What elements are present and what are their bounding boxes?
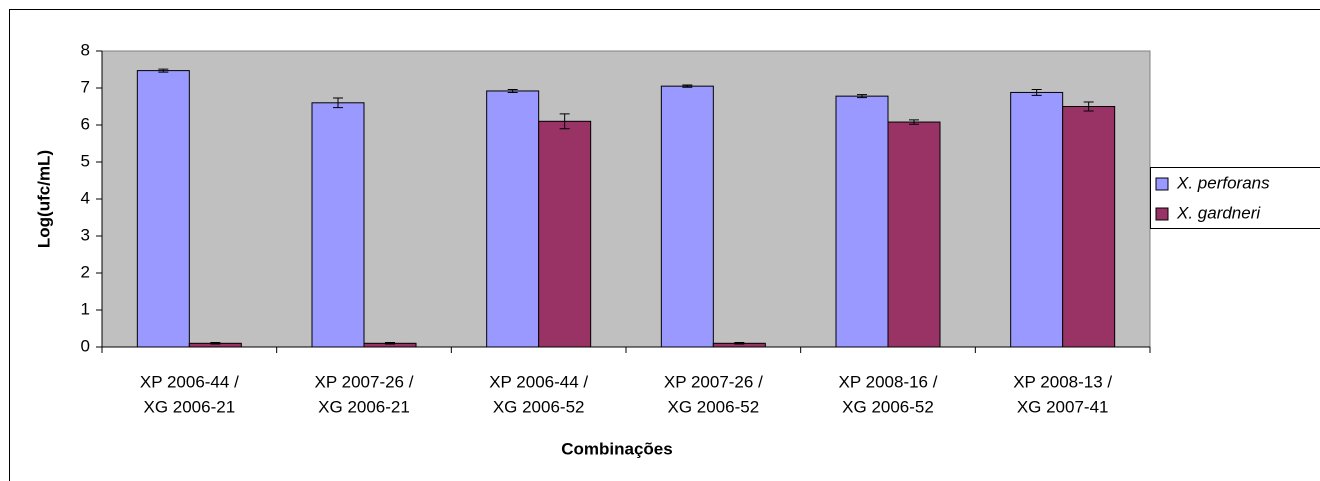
y-tick-label: 4 <box>81 188 90 207</box>
bar <box>887 121 941 348</box>
x-tick-label: XG 2006-52 <box>493 397 585 416</box>
bar <box>1010 91 1064 348</box>
bar <box>1062 106 1116 348</box>
y-tick-label: 6 <box>81 114 90 133</box>
y-tick-label: 5 <box>81 151 90 170</box>
error-bar <box>857 94 867 99</box>
bar <box>538 120 592 348</box>
legend-swatch <box>1155 207 1169 221</box>
error-bar <box>158 68 169 73</box>
legend-label: X. gardneri <box>1176 203 1261 222</box>
y-tick-label: 1 <box>81 299 90 318</box>
legend-swatch <box>1155 177 1169 191</box>
bar <box>311 102 365 348</box>
x-tick-label: XG 2006-52 <box>842 397 934 416</box>
chart-frame <box>9 9 1320 481</box>
x-tick-label: XP 2008-13 / <box>1013 372 1112 391</box>
error-bar <box>507 88 518 93</box>
error-bar <box>1031 88 1042 96</box>
error-bar <box>909 119 919 125</box>
y-tick-label: 3 <box>81 225 90 244</box>
y-tick-label: 7 <box>81 77 90 96</box>
error-bar <box>333 97 343 109</box>
error-bar <box>734 342 745 345</box>
x-tick-label: XG 2006-52 <box>667 397 759 416</box>
legend-box <box>1150 167 1320 229</box>
bar <box>835 95 889 348</box>
error-bar <box>559 113 570 130</box>
error-bar <box>385 342 395 345</box>
x-tick-label: XP 2006-44 / <box>489 372 588 391</box>
x-tick-label: XG 2006-21 <box>143 397 235 416</box>
x-tick-label: XG 2006-21 <box>318 397 410 416</box>
error-bar <box>682 84 693 88</box>
x-tick-label: XP 2006-44 / <box>140 372 239 391</box>
y-tick-label: 8 <box>81 40 90 59</box>
x-tick-label: XG 2007-41 <box>1017 397 1109 416</box>
error-bar <box>210 342 221 345</box>
plot-area <box>101 50 1151 348</box>
y-tick-label: 0 <box>81 336 90 355</box>
y-axis-label: Log(ufc/mL) <box>34 150 53 248</box>
y-tick-label: 2 <box>81 262 90 281</box>
bar <box>486 90 540 348</box>
x-tick-label: XP 2007-26 / <box>664 372 763 391</box>
bar <box>660 85 714 348</box>
x-tick-label: XP 2008-16 / <box>839 372 938 391</box>
legend-label: X. perforans <box>1176 173 1270 192</box>
bar <box>136 70 190 348</box>
error-bar <box>1083 101 1094 112</box>
x-axis-label: Combinações <box>561 439 672 458</box>
x-tick-label: XP 2007-26 / <box>315 372 414 391</box>
